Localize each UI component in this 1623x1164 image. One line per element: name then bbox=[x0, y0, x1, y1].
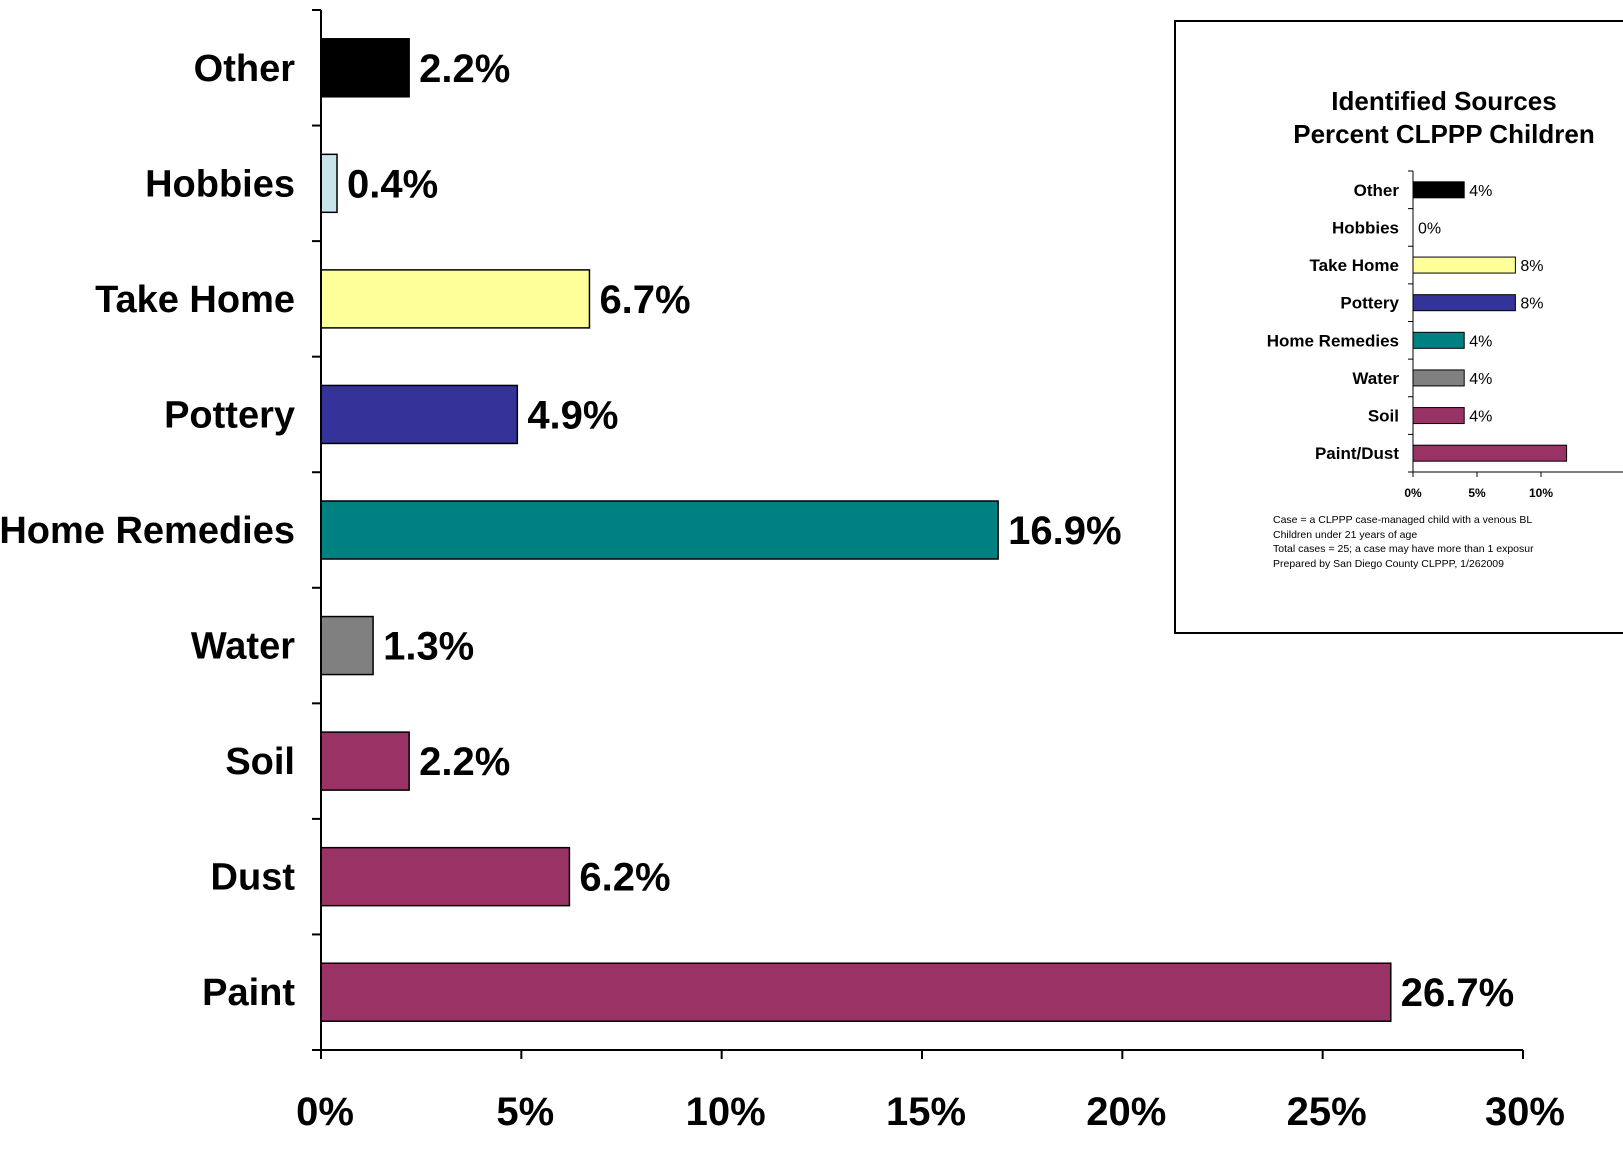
bar-paint bbox=[320, 962, 1392, 1022]
main-axes-group bbox=[312, 9, 1524, 1059]
inset-frame bbox=[1174, 20, 1623, 634]
inset-note-4: Prepared by San Diego County CLPPP, 1/26… bbox=[1273, 558, 1504, 570]
category-label-paint: Paint bbox=[202, 972, 295, 1014]
inset-bar-take-home bbox=[1412, 256, 1516, 274]
inset-chart-panel: Identified Sources Percent CLPPP Childre… bbox=[1174, 20, 1623, 634]
inset-title-line-2: Percent CLPPP Children bbox=[1293, 119, 1595, 149]
value-label-home-remedies: 16.9% bbox=[1008, 509, 1121, 553]
value-label-water: 1.3% bbox=[383, 625, 474, 669]
inset-value-label-take-home: 8% bbox=[1520, 258, 1543, 275]
inset-value-label-hobbies: 0% bbox=[1418, 220, 1441, 237]
x-tick-label: 15% bbox=[886, 1090, 966, 1134]
category-label-take-home: Take Home bbox=[95, 279, 295, 321]
bar-other bbox=[320, 38, 410, 98]
inset-note-1: Case = a CLPPP case-managed child with a… bbox=[1273, 514, 1532, 526]
inset-bar-pottery bbox=[1412, 294, 1516, 312]
inset-value-label-soil: 4% bbox=[1469, 409, 1492, 426]
main-labels-group: Other 2.2% Hobbies 0.4% Take Home 6.7% Pottery… bbox=[0, 47, 1565, 1134]
inset-value-label-home-remedies: 4% bbox=[1469, 333, 1492, 350]
inset-category-label-take-home: Take Home bbox=[1310, 256, 1399, 275]
inset-x-tick-label: 0% bbox=[1404, 486, 1422, 500]
value-label-dust: 6.2% bbox=[579, 856, 670, 900]
value-label-paint: 26.7% bbox=[1401, 971, 1514, 1015]
category-label-dust: Dust bbox=[211, 857, 296, 899]
category-label-soil: Soil bbox=[225, 741, 295, 783]
inset-category-label-paint-dust: Paint/Dust bbox=[1315, 444, 1399, 463]
x-tick-label: 25% bbox=[1287, 1090, 1367, 1134]
value-label-hobbies: 0.4% bbox=[347, 162, 438, 206]
inset-category-label-soil: Soil bbox=[1368, 407, 1399, 426]
inset-value-label-pottery: 8% bbox=[1520, 296, 1543, 313]
inset-category-label-water: Water bbox=[1352, 369, 1399, 388]
category-label-other: Other bbox=[194, 48, 296, 90]
bar-pottery bbox=[320, 384, 519, 445]
value-label-other: 2.2% bbox=[419, 47, 510, 91]
inset-bar-soil bbox=[1412, 407, 1465, 425]
category-label-water: Water bbox=[191, 626, 295, 668]
value-label-take-home: 6.7% bbox=[599, 278, 690, 322]
value-label-pottery: 4.9% bbox=[527, 393, 618, 437]
inset-value-label-water: 4% bbox=[1469, 371, 1492, 388]
x-tick-label: 20% bbox=[1086, 1090, 1166, 1134]
x-tick-label: 5% bbox=[496, 1090, 554, 1134]
value-label-soil: 2.2% bbox=[419, 740, 510, 784]
bar-dust bbox=[320, 846, 571, 907]
category-label-hobbies: Hobbies bbox=[145, 163, 295, 205]
inset-bar-paint-dust bbox=[1412, 444, 1568, 462]
inset-note-2: Children under 21 years of age bbox=[1273, 529, 1417, 541]
bar-hobbies bbox=[320, 153, 338, 214]
bar-soil bbox=[320, 731, 410, 791]
inset-category-label-other: Other bbox=[1354, 181, 1400, 200]
bar-take-home bbox=[320, 269, 591, 329]
inset-bar-water bbox=[1412, 369, 1465, 387]
main-bars-group bbox=[320, 38, 1392, 1022]
category-label-pottery: Pottery bbox=[164, 394, 295, 436]
inset-category-label-pottery: Pottery bbox=[1340, 294, 1399, 313]
inset-category-label-hobbies: Hobbies bbox=[1332, 218, 1399, 237]
x-tick-label: 0% bbox=[296, 1090, 354, 1134]
inset-title-line-1: Identified Sources bbox=[1331, 86, 1556, 116]
inset-labels-group: Other 4% Hobbies 0% Take Home 8% Pottery 8% Home… bbox=[1267, 181, 1554, 500]
inset-value-label-other: 4% bbox=[1469, 183, 1492, 200]
inset-bar-home-remedies bbox=[1412, 331, 1465, 349]
x-tick-label: 10% bbox=[686, 1090, 766, 1134]
inset-x-tick-label: 10% bbox=[1529, 486, 1553, 500]
inset-category-label-home-remedies: Home Remedies bbox=[1267, 331, 1399, 350]
inset-note-3: Total cases = 25; a case may have more t… bbox=[1273, 543, 1534, 555]
inset-axes-group bbox=[1408, 170, 1623, 477]
bar-home-remedies bbox=[320, 500, 999, 560]
inset-bar-other bbox=[1412, 181, 1465, 199]
bar-water bbox=[320, 615, 374, 676]
category-label-home-remedies: Home Remedies bbox=[0, 510, 295, 552]
inset-x-tick-label: 5% bbox=[1468, 486, 1486, 500]
x-tick-label: 30% bbox=[1485, 1090, 1565, 1134]
